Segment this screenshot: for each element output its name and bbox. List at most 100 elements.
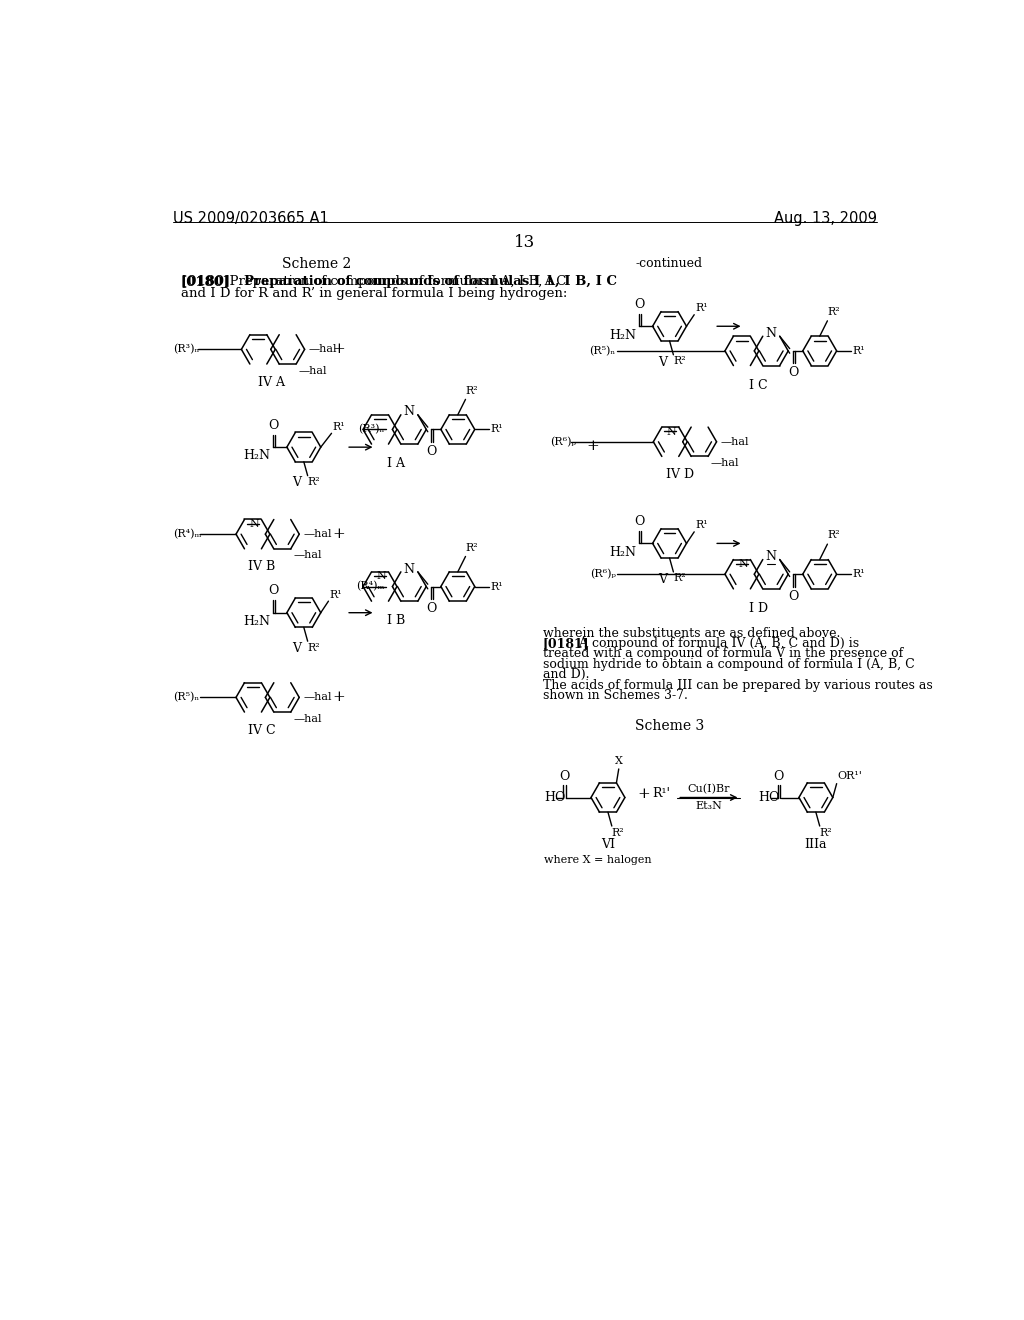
Text: R¹: R¹ bbox=[695, 520, 708, 531]
Text: I A: I A bbox=[387, 457, 404, 470]
Text: V: V bbox=[292, 477, 301, 490]
Text: N: N bbox=[403, 562, 415, 576]
Text: Scheme 3: Scheme 3 bbox=[635, 719, 705, 733]
Text: R¹: R¹ bbox=[490, 582, 503, 591]
Text: —hal: —hal bbox=[308, 345, 337, 354]
Text: V: V bbox=[658, 573, 667, 586]
Text: R²: R² bbox=[674, 573, 686, 583]
Text: (R⁵)ₙ: (R⁵)ₙ bbox=[590, 346, 615, 356]
Text: R²: R² bbox=[819, 828, 833, 838]
Text: N: N bbox=[738, 560, 749, 569]
Text: O: O bbox=[268, 585, 279, 597]
Text: (R³)ₙ: (R³)ₙ bbox=[358, 424, 385, 434]
Text: N: N bbox=[403, 405, 415, 418]
Text: R¹: R¹ bbox=[333, 422, 345, 432]
Text: V: V bbox=[658, 355, 667, 368]
Text: V: V bbox=[292, 642, 301, 655]
Text: wherein the substituents are as defined above.: wherein the substituents are as defined … bbox=[543, 627, 840, 640]
Text: O: O bbox=[634, 515, 645, 528]
Text: R¹: R¹ bbox=[852, 569, 864, 579]
Text: and I D for R and R’ in general formula I being hydrogen:: and I D for R and R’ in general formula … bbox=[180, 286, 567, 300]
Text: —hal: —hal bbox=[303, 529, 332, 539]
Text: OR¹': OR¹' bbox=[838, 771, 862, 780]
Text: O: O bbox=[788, 367, 799, 379]
Text: O: O bbox=[788, 590, 799, 603]
Text: Preparation of compounds of formulas I A, I B, I C: Preparation of compounds of formulas I A… bbox=[221, 276, 567, 289]
Text: —hal: —hal bbox=[293, 714, 322, 723]
Text: where X = halogen: where X = halogen bbox=[544, 855, 651, 866]
Text: Et₃N: Et₃N bbox=[695, 800, 722, 810]
Text: R²: R² bbox=[674, 356, 686, 367]
Text: R²: R² bbox=[611, 828, 625, 838]
Text: —hal: —hal bbox=[721, 437, 749, 446]
Text: The acids of formula III can be prepared by various routes as: The acids of formula III can be prepared… bbox=[543, 678, 932, 692]
Text: N: N bbox=[766, 550, 777, 564]
Text: —hal: —hal bbox=[293, 550, 322, 561]
Text: I B: I B bbox=[387, 614, 406, 627]
Text: (R⁴)ₘ: (R⁴)ₘ bbox=[173, 529, 202, 540]
Text: shown in Schemes 3-7.: shown in Schemes 3-7. bbox=[543, 689, 687, 702]
Text: R¹: R¹ bbox=[852, 346, 864, 356]
Text: N: N bbox=[377, 572, 386, 581]
Text: IV A: IV A bbox=[258, 376, 285, 388]
Text: (R⁶)ₚ: (R⁶)ₚ bbox=[550, 437, 577, 447]
Text: (R⁵)ₙ: (R⁵)ₙ bbox=[173, 692, 199, 702]
Text: O: O bbox=[774, 770, 784, 783]
Text: X: X bbox=[614, 756, 623, 766]
Text: [0181]: [0181] bbox=[543, 638, 589, 649]
Text: IV C: IV C bbox=[249, 723, 276, 737]
Text: +: + bbox=[332, 527, 345, 541]
Text: I C: I C bbox=[749, 379, 768, 392]
Text: HO: HO bbox=[758, 791, 779, 804]
Text: R¹: R¹ bbox=[330, 590, 342, 599]
Text: R¹: R¹ bbox=[695, 304, 708, 313]
Text: R²: R² bbox=[827, 308, 840, 317]
Text: O: O bbox=[559, 770, 569, 783]
Text: O: O bbox=[426, 445, 437, 458]
Text: R²: R² bbox=[466, 543, 478, 553]
Text: IIIa: IIIa bbox=[805, 838, 827, 851]
Text: HO: HO bbox=[544, 791, 565, 804]
Text: H₂N: H₂N bbox=[244, 449, 270, 462]
Text: sodium hydride to obtain a compound of formula I (A, B, C: sodium hydride to obtain a compound of f… bbox=[543, 657, 914, 671]
Text: +: + bbox=[586, 438, 599, 453]
Text: Scheme 2: Scheme 2 bbox=[283, 257, 351, 271]
Text: (R³)ₙ: (R³)ₙ bbox=[173, 345, 200, 355]
Text: N: N bbox=[250, 519, 259, 529]
Text: N: N bbox=[766, 327, 777, 341]
Text: +: + bbox=[638, 787, 650, 801]
Text: H₂N: H₂N bbox=[244, 615, 270, 628]
Text: O: O bbox=[634, 298, 645, 312]
Text: R²: R² bbox=[307, 478, 321, 487]
Text: R²: R² bbox=[827, 531, 840, 540]
Text: US 2009/0203665 A1: US 2009/0203665 A1 bbox=[173, 211, 329, 226]
Text: +: + bbox=[332, 690, 345, 705]
Text: R²: R² bbox=[307, 643, 321, 653]
Text: +: + bbox=[332, 342, 345, 356]
Text: [0180]   Preparation of compounds of formulas I A, I B, I C: [0180] Preparation of compounds of formu… bbox=[180, 276, 616, 289]
Text: treated with a compound of formula V in the presence of: treated with a compound of formula V in … bbox=[543, 647, 903, 660]
Text: H₂N: H₂N bbox=[609, 545, 637, 558]
Text: A compound of formula IV (A, B, C and D) is: A compound of formula IV (A, B, C and D)… bbox=[571, 638, 859, 649]
Text: (R⁶)ₚ: (R⁶)ₚ bbox=[590, 569, 615, 579]
Text: R¹': R¹' bbox=[652, 787, 671, 800]
Text: —hal: —hal bbox=[298, 366, 327, 376]
Text: [0180]: [0180] bbox=[180, 276, 229, 289]
Text: Aug. 13, 2009: Aug. 13, 2009 bbox=[774, 211, 877, 226]
Text: Cu(I)Br: Cu(I)Br bbox=[687, 784, 730, 795]
Text: O: O bbox=[268, 418, 279, 432]
Text: R²: R² bbox=[466, 385, 478, 396]
Text: IV D: IV D bbox=[666, 469, 694, 480]
Text: R¹: R¹ bbox=[490, 425, 503, 434]
Text: -continued: -continued bbox=[636, 257, 703, 271]
Text: —hal: —hal bbox=[711, 458, 739, 469]
Text: N: N bbox=[667, 426, 677, 437]
Text: —hal: —hal bbox=[303, 693, 332, 702]
Text: and D).: and D). bbox=[543, 668, 589, 681]
Text: IV B: IV B bbox=[249, 560, 275, 573]
Text: O: O bbox=[426, 602, 437, 615]
Text: VI: VI bbox=[601, 838, 615, 851]
Text: 13: 13 bbox=[514, 234, 536, 251]
Text: H₂N: H₂N bbox=[609, 329, 637, 342]
Text: (R⁴)ₘ: (R⁴)ₘ bbox=[356, 581, 385, 591]
